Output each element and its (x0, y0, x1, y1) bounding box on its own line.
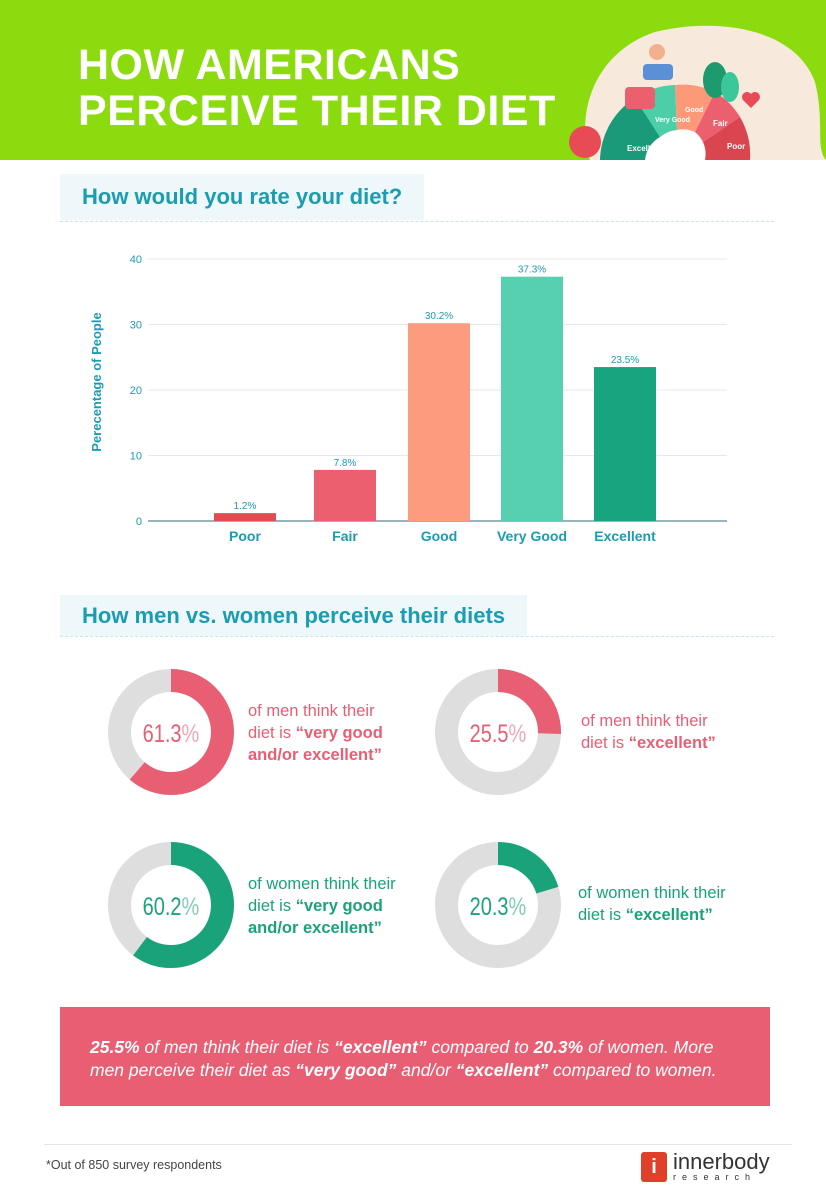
x-tick-label: Fair (332, 528, 358, 544)
diet-gauge-illustration: Excellent Very Good Good Fair Poor (569, 25, 826, 160)
donut-caption: of women think their diet is “excellent” (578, 884, 726, 924)
gauge-label-very-good: Very Good (655, 117, 690, 124)
section-title-rating: How would you rate your diet? (60, 174, 425, 220)
bar-good (408, 323, 470, 521)
data-label: 7.8% (334, 458, 357, 469)
y-axis-label: Perecentage of People (89, 312, 104, 451)
logo-mark-icon: i (641, 1152, 667, 1182)
donut-chart: 25.5% (435, 669, 561, 795)
gauge-label-good: Good (685, 107, 703, 114)
donut-segment (435, 842, 561, 968)
data-label: 37.3% (518, 265, 546, 276)
bar-poor (214, 513, 276, 521)
divider (60, 221, 774, 222)
gauge-label-fair: Fair (713, 119, 728, 128)
bar-very-good (501, 276, 563, 521)
donut-caption: of women think their diet is “very good an… (248, 875, 396, 937)
donut-value: 60.2% (143, 893, 200, 921)
donut-value: 20.3% (470, 893, 527, 921)
y-tick-label: 30 (130, 320, 142, 332)
divider (60, 636, 774, 637)
y-tick-label: 0 (136, 516, 142, 528)
x-tick-label: Very Good (497, 528, 567, 544)
page-title: HOW AMERICANS PERCEIVE THEIR DIET (78, 41, 556, 135)
innerbody-logo: i innerbody research (641, 1151, 770, 1182)
data-label: 30.2% (425, 311, 453, 322)
donut-value: 61.3% (143, 720, 200, 748)
gauge-label-poor: Poor (727, 142, 745, 151)
gauge-label-excellent: Excellent (627, 144, 662, 153)
footnote: *Out of 850 survey respondents (46, 1158, 222, 1172)
summary-callout: 25.5% of men think their diet is “excell… (60, 1007, 770, 1106)
diet-rating-bar-chart: Perecentage of People 0 10 20 30 40 1.2% Poor 7… (89, 254, 727, 544)
y-tick-label: 20 (130, 385, 142, 397)
bar-excellent (594, 367, 656, 521)
data-label: 1.2% (234, 501, 257, 512)
donut-chart: 61.3% (108, 669, 234, 795)
donut-chart: 20.3% (435, 842, 561, 968)
donut-segment (108, 669, 234, 795)
x-tick-label: Excellent (594, 528, 656, 544)
bar-fair (314, 469, 376, 521)
donut-segment (108, 842, 234, 968)
header-banner: HOW AMERICANS PERCEIVE THEIR DIET Excelle… (0, 0, 826, 160)
donut-chart: 60.2% (108, 842, 234, 968)
donut-caption: of men think their diet is “excellent” (581, 712, 716, 752)
donut-segment (435, 669, 561, 795)
x-tick-label: Poor (229, 528, 261, 544)
x-tick-label: Good (421, 528, 458, 544)
donut-caption: of men think their diet is “very good and/… (248, 702, 383, 764)
data-label: 23.5% (611, 355, 639, 366)
y-tick-label: 40 (130, 254, 142, 266)
donut-value: 25.5% (470, 720, 527, 748)
section-title-gender: How men vs. women perceive their diets (60, 595, 528, 636)
footer-divider (44, 1144, 792, 1145)
y-tick-label: 10 (130, 451, 142, 463)
